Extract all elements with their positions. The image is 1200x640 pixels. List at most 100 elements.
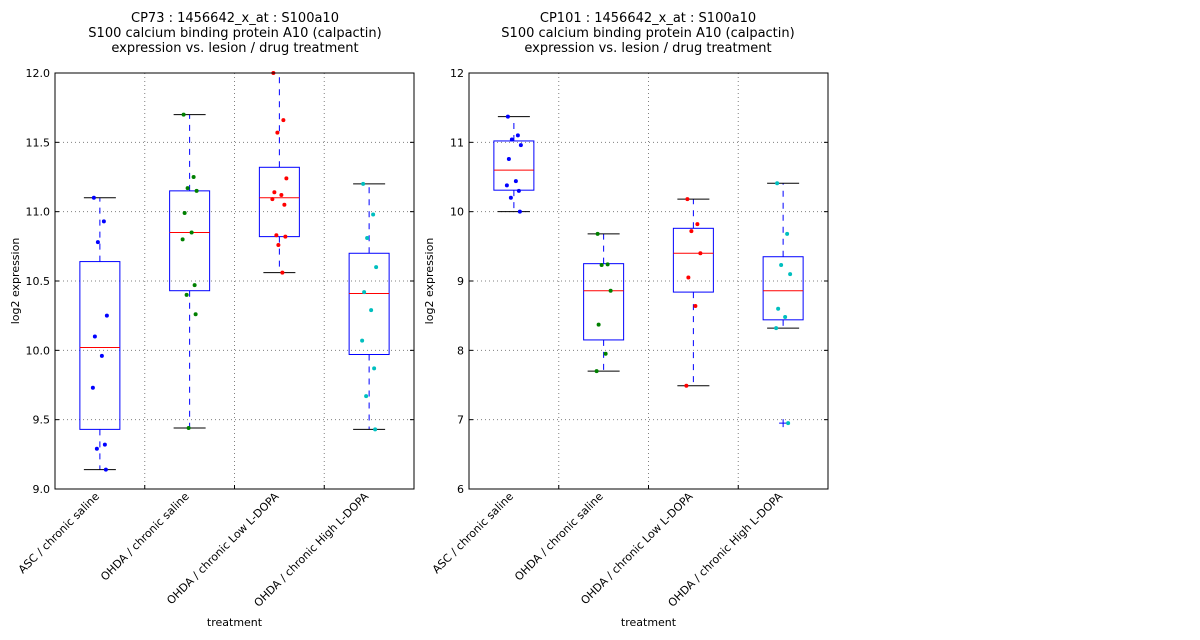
data-point <box>776 306 781 311</box>
y-tick-label: 9.0 <box>33 483 51 496</box>
data-point <box>275 130 280 135</box>
y-tick-label: 10.5 <box>26 275 51 288</box>
data-point <box>282 202 287 207</box>
chart-title-line: CP73 : 1456642_x_at : S100a10 <box>131 11 339 26</box>
data-point <box>184 292 189 297</box>
data-point <box>785 231 790 236</box>
chart-title-line: expression vs. lesion / drug treatment <box>524 41 771 56</box>
data-point <box>185 186 190 191</box>
data-point <box>182 211 187 216</box>
data-point <box>783 315 788 320</box>
data-point <box>362 290 367 295</box>
box-1 <box>79 195 121 472</box>
data-point <box>504 183 509 188</box>
data-point <box>365 236 370 241</box>
y-axis-label: log2 expression <box>9 238 22 325</box>
data-point <box>103 467 108 472</box>
y-tick-label: 10 <box>450 206 464 219</box>
data-point <box>518 143 523 148</box>
data-point <box>508 195 513 200</box>
x-axis-label: treatment <box>621 616 677 629</box>
y-axis-label: log2 expression <box>423 238 436 325</box>
data-point <box>595 231 600 236</box>
chart-title-line: S100 calcium binding protein A10 (calpac… <box>501 26 794 41</box>
data-point <box>693 303 698 308</box>
data-point <box>95 240 100 245</box>
chart-title-line: expression vs. lesion / drug treatment <box>111 41 358 56</box>
box-iqr <box>258 166 300 238</box>
x-tick-label: OHDA / chronic saline <box>512 490 606 584</box>
y-tick-label: 9.5 <box>33 414 51 427</box>
data-point <box>513 179 518 184</box>
data-point <box>594 369 599 374</box>
y-tick-label: 8 <box>457 344 464 357</box>
data-point <box>280 270 285 275</box>
x-tick-label: ASC / chronic saline <box>16 490 102 576</box>
box-iqr <box>672 227 714 293</box>
y-tick-label: 11 <box>450 136 464 149</box>
data-point <box>599 263 604 268</box>
data-point <box>596 322 601 327</box>
data-point <box>788 272 793 277</box>
box-4 <box>348 181 390 432</box>
chart-title-line: CP101 : 1456642_x_at : S100a10 <box>540 11 756 26</box>
data-point <box>194 188 199 193</box>
data-point <box>186 425 191 430</box>
data-point <box>684 383 689 388</box>
data-point <box>99 353 104 358</box>
y-tick-label: 10.0 <box>26 344 51 357</box>
y-tick-label: 9 <box>457 275 464 288</box>
data-point <box>685 197 690 202</box>
chart-title-line: S100 calcium binding protein A10 (calpac… <box>88 26 381 41</box>
y-tick-label: 6 <box>457 483 464 496</box>
data-point <box>517 209 522 214</box>
data-point <box>364 394 369 399</box>
data-point <box>192 283 197 288</box>
data-point <box>91 195 96 200</box>
box-4 <box>762 181 804 428</box>
data-point <box>374 265 379 270</box>
data-point <box>774 326 779 331</box>
data-point <box>279 193 284 198</box>
data-point <box>94 446 99 451</box>
data-point <box>698 251 703 256</box>
data-point <box>270 197 275 202</box>
box-iqr <box>493 140 535 191</box>
data-point <box>272 190 277 195</box>
data-point <box>101 219 106 224</box>
data-point <box>695 222 700 227</box>
data-point <box>603 351 608 356</box>
box-3 <box>672 197 714 388</box>
box-iqr <box>762 256 804 321</box>
data-point <box>775 181 780 186</box>
data-point <box>191 175 196 179</box>
data-point <box>104 313 109 318</box>
data-point <box>686 275 691 280</box>
data-point <box>284 176 289 181</box>
y-tick-label: 7 <box>457 414 464 427</box>
data-point <box>515 133 520 138</box>
box-1 <box>493 114 535 214</box>
box-2 <box>169 112 211 430</box>
box-iqr <box>583 263 625 341</box>
outlier-marker <box>779 419 788 428</box>
data-point <box>608 288 613 293</box>
box-3 <box>258 71 300 275</box>
data-point <box>181 112 186 117</box>
data-point <box>516 188 521 193</box>
data-point <box>361 181 366 186</box>
box-iqr <box>79 261 121 430</box>
data-point <box>369 308 374 313</box>
data-point <box>505 114 510 119</box>
data-point <box>180 237 185 242</box>
data-point <box>90 385 95 390</box>
y-tick-label: 11.0 <box>26 206 51 219</box>
box-iqr <box>348 252 390 355</box>
x-axis-label: treatment <box>207 616 263 629</box>
data-point <box>372 366 377 371</box>
data-point <box>605 262 610 267</box>
y-tick-label: 12.0 <box>26 67 51 80</box>
data-point <box>102 442 107 447</box>
